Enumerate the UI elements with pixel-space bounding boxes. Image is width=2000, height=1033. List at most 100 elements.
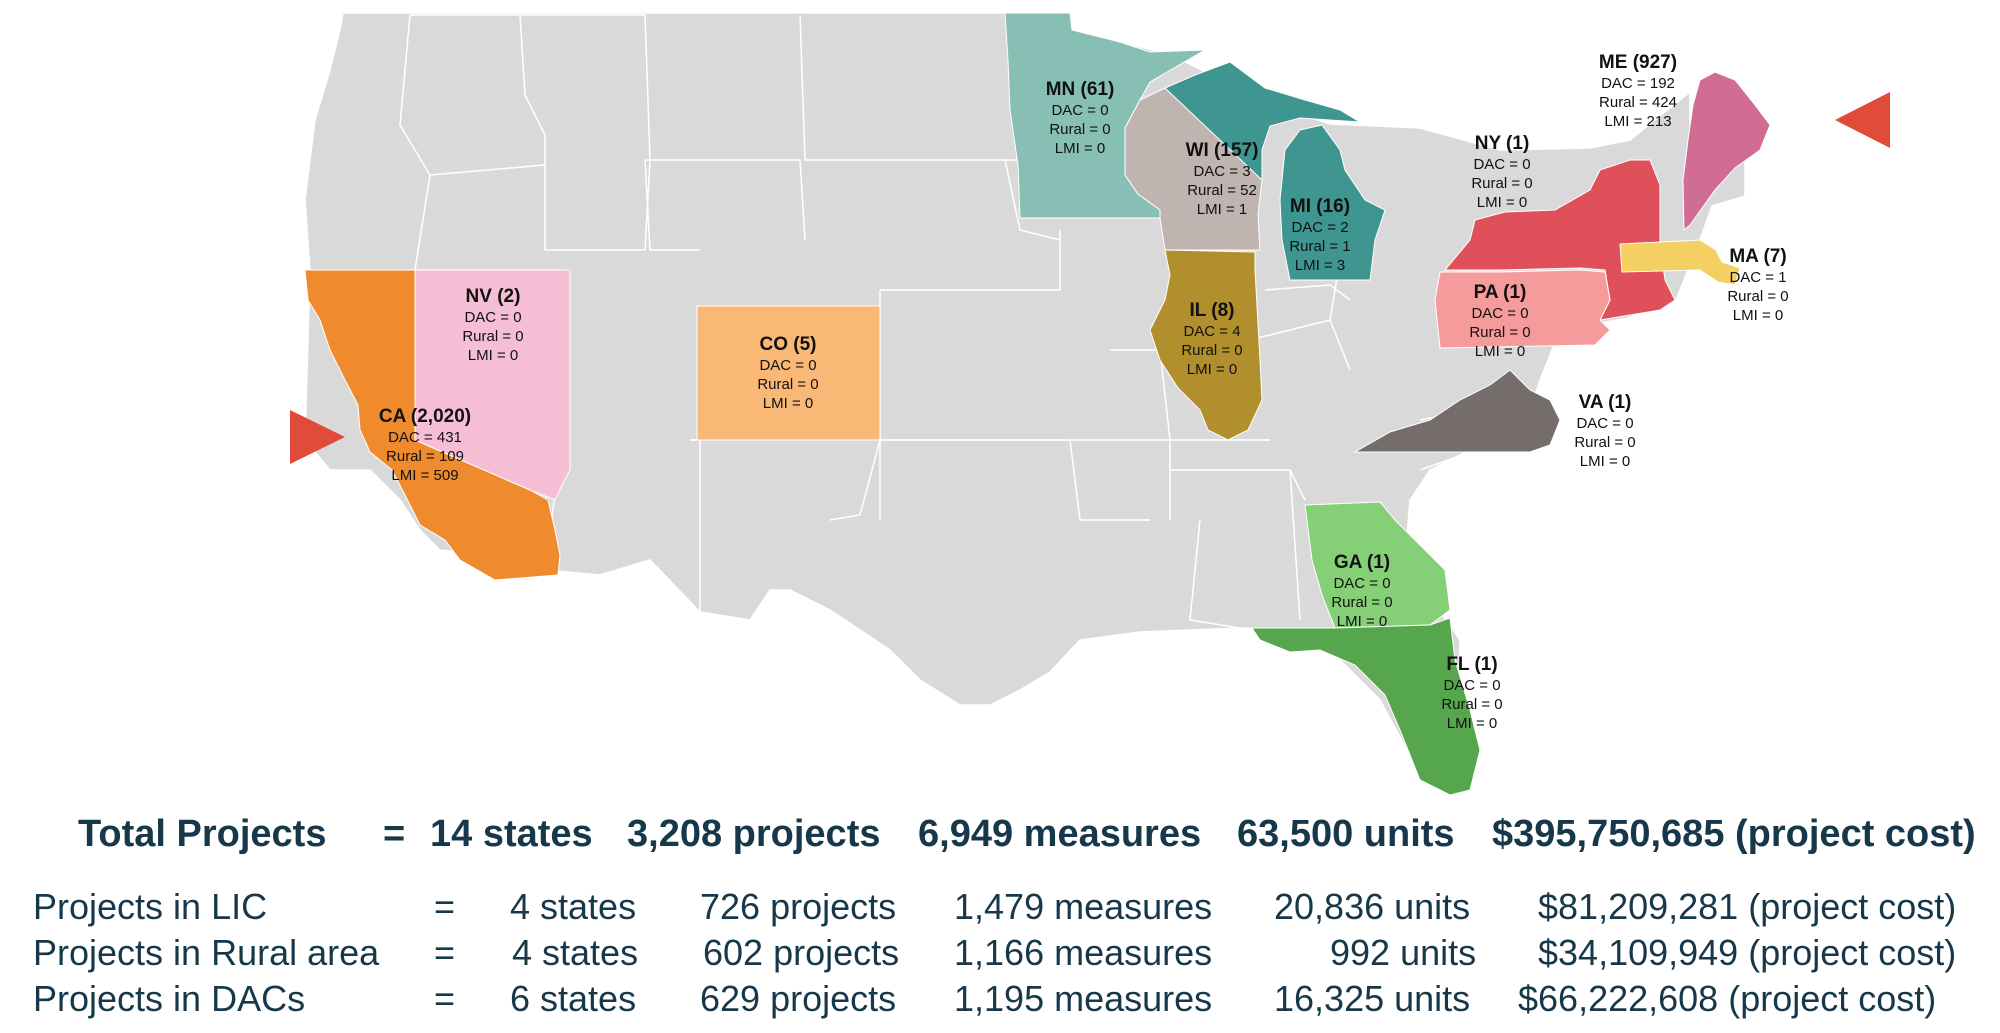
- row-projects: 602 projects: [703, 932, 900, 973]
- state-stat-wi: Rural = 52: [1187, 182, 1257, 199]
- row-cost: $66,222,608 (project cost): [1518, 978, 1937, 1019]
- row-equals: =: [434, 886, 456, 927]
- row-label: Projects in DACs: [33, 978, 306, 1019]
- total-cost: $395,750,685 (project cost): [1492, 813, 1976, 855]
- state-shape-PA[interactable]: [1434, 269, 1611, 349]
- state-stat-ny: LMI = 0: [1477, 194, 1527, 211]
- state-stat-co: Rural = 0: [757, 376, 818, 393]
- state-label-ga: GA (1): [1334, 552, 1390, 573]
- state-stat-wi: LMI = 1: [1197, 201, 1247, 218]
- state-stat-pa: Rural = 0: [1469, 324, 1530, 341]
- total-measures: 6,949 measures: [918, 813, 1202, 855]
- state-stat-ma: Rural = 0: [1727, 288, 1788, 305]
- state-stat-ny: Rural = 0: [1471, 175, 1532, 192]
- state-stat-ga: DAC = 0: [1333, 575, 1390, 592]
- state-shape-FL[interactable]: [1251, 617, 1481, 796]
- state-shape-CO[interactable]: [696, 305, 881, 441]
- row-equals: =: [434, 978, 456, 1019]
- state-stat-me: Rural = 424: [1599, 94, 1677, 111]
- row-cost: $34,109,949 (project cost): [1538, 932, 1957, 973]
- summary-row-lic: Projects in LIC = 4 states 726 projects …: [0, 884, 2000, 930]
- state-label-co: CO (5): [760, 334, 817, 355]
- row-units: 20,836 units: [1274, 886, 1471, 927]
- state-stat-fl: Rural = 0: [1441, 696, 1502, 713]
- state-stat-co: DAC = 0: [759, 357, 816, 374]
- state-shape-IL[interactable]: [1149, 249, 1263, 441]
- us-map: MN (61) DAC = 0 Rural = 0 LMI = 0 WI (157) DA…: [290, 12, 1890, 796]
- state-stat-va: LMI = 0: [1580, 453, 1630, 470]
- state-stat-ga: Rural = 0: [1331, 594, 1392, 611]
- marker-arrow-west: [290, 410, 345, 464]
- state-stat-mn: DAC = 0: [1051, 102, 1108, 119]
- row-label: Projects in Rural area: [33, 932, 380, 973]
- state-label-il: IL (8): [1189, 300, 1234, 321]
- row-measures: 1,166 measures: [954, 932, 1213, 973]
- state-stat-il: Rural = 0: [1181, 342, 1242, 359]
- row-units: 992 units: [1330, 932, 1477, 973]
- state-stat-nv: DAC = 0: [464, 309, 521, 326]
- state-label-ca: CA (2,020): [379, 406, 471, 427]
- state-stat-ga: LMI = 0: [1337, 613, 1387, 630]
- total-equals: =: [383, 813, 406, 855]
- state-stat-va: Rural = 0: [1574, 434, 1635, 451]
- row-cost: $81,209,281 (project cost): [1538, 886, 1957, 927]
- row-projects: 629 projects: [700, 978, 897, 1019]
- state-label-ny: NY (1): [1475, 133, 1530, 154]
- state-stat-ma: LMI = 0: [1733, 307, 1783, 324]
- state-stat-me: LMI = 213: [1604, 113, 1671, 130]
- state-label-pa: PA (1): [1474, 282, 1527, 303]
- state-label-mn: MN (61): [1046, 79, 1115, 100]
- state-stat-il: LMI = 0: [1187, 361, 1237, 378]
- state-shape-VA[interactable]: [1353, 369, 1561, 453]
- state-shape-MI[interactable]: [1164, 61, 1386, 281]
- state-label-ma: MA (7): [1729, 246, 1786, 267]
- summary-total-row: Total Projects = 14 states 3,208 project…: [0, 808, 2000, 864]
- state-label-mi: MI (16): [1290, 196, 1350, 217]
- state-stat-mn: Rural = 0: [1049, 121, 1110, 138]
- state-stat-ca: Rural = 109: [386, 448, 464, 465]
- state-label-me: ME (927): [1599, 52, 1677, 73]
- state-label-fl: FL (1): [1446, 654, 1497, 675]
- state-stat-ca: LMI = 509: [391, 467, 458, 484]
- state-stat-nv: LMI = 0: [468, 347, 518, 364]
- state-shape-ME[interactable]: [1682, 71, 1771, 232]
- row-states: 4 states: [512, 932, 639, 973]
- state-stat-ma: DAC = 1: [1729, 269, 1786, 286]
- state-shape-CA[interactable]: [304, 269, 561, 581]
- state-stat-il: DAC = 4: [1183, 323, 1240, 340]
- state-shape-NV[interactable]: [414, 269, 571, 501]
- row-states: 6 states: [510, 978, 637, 1019]
- state-stat-va: DAC = 0: [1576, 415, 1633, 432]
- summary-row-rural: Projects in Rural area = 4 states 602 pr…: [0, 930, 2000, 976]
- row-measures: 1,195 measures: [954, 978, 1213, 1019]
- state-stat-co: LMI = 0: [763, 395, 813, 412]
- state-shape-GA[interactable]: [1304, 501, 1451, 629]
- row-states: 4 states: [510, 886, 637, 927]
- total-units: 63,500 units: [1237, 813, 1455, 855]
- state-label-nv: NV (2): [466, 286, 521, 307]
- total-projects: 3,208 projects: [627, 813, 881, 855]
- state-label-va: VA (1): [1579, 392, 1632, 413]
- state-stat-fl: LMI = 0: [1447, 715, 1497, 732]
- state-label-wi: WI (157): [1186, 140, 1259, 161]
- state-stat-pa: DAC = 0: [1471, 305, 1528, 322]
- total-states: 14 states: [430, 813, 593, 855]
- state-stat-mn: LMI = 0: [1055, 140, 1105, 157]
- state-shape-MA[interactable]: [1619, 239, 1741, 286]
- total-label: Total Projects: [78, 813, 327, 855]
- row-measures: 1,479 measures: [954, 886, 1213, 927]
- state-labels: MN (61) DAC = 0 Rural = 0 LMI = 0 WI (157) DA…: [379, 52, 1789, 732]
- state-stat-pa: LMI = 0: [1475, 343, 1525, 360]
- state-stat-ca: DAC = 431: [388, 429, 462, 446]
- row-label: Projects in LIC: [33, 886, 268, 927]
- row-equals: =: [434, 932, 456, 973]
- state-stat-mi: Rural = 1: [1289, 238, 1350, 255]
- marker-arrow-east: [1835, 92, 1890, 148]
- state-stat-mi: DAC = 2: [1291, 219, 1348, 236]
- state-stat-wi: DAC = 3: [1193, 163, 1250, 180]
- state-stat-fl: DAC = 0: [1443, 677, 1500, 694]
- row-units: 16,325 units: [1274, 978, 1471, 1019]
- state-stat-nv: Rural = 0: [462, 328, 523, 345]
- state-stat-mi: LMI = 3: [1295, 257, 1345, 274]
- state-stat-me: DAC = 192: [1601, 75, 1675, 92]
